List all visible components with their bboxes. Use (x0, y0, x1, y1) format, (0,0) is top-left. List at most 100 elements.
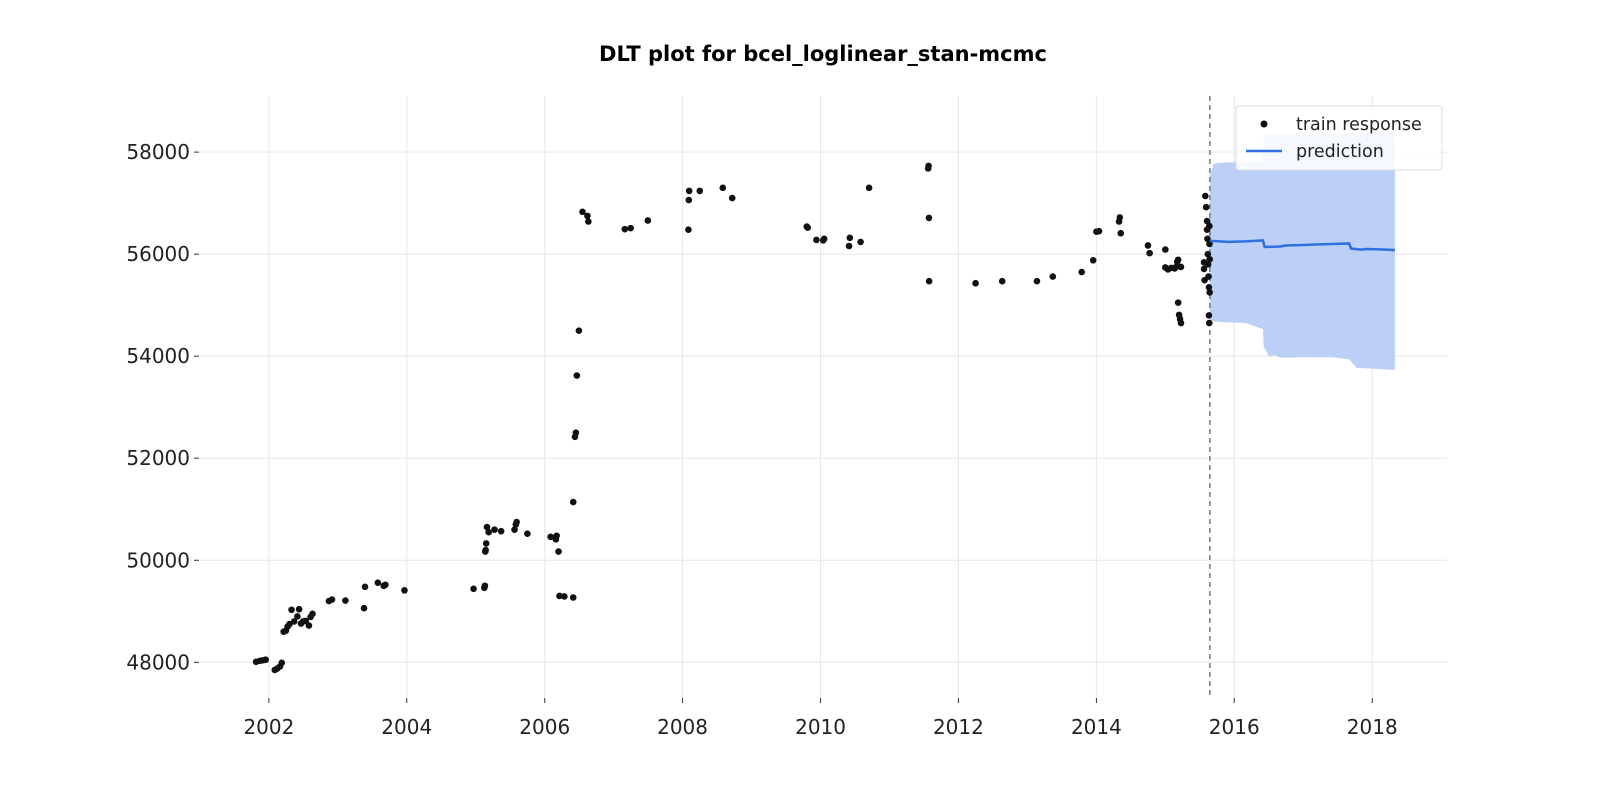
train-response-point (491, 526, 498, 533)
train-response-point (262, 656, 270, 664)
legend: train response prediction (1235, 105, 1443, 171)
train-response-point (1095, 227, 1103, 235)
train-response-point (1146, 249, 1153, 257)
train-response-point (295, 605, 303, 613)
train-response-point (1204, 235, 1211, 243)
train-response-point (1117, 229, 1125, 237)
train-response-point (278, 659, 286, 667)
train-response-point (1049, 273, 1057, 280)
x-tick-label: 2004 (381, 715, 432, 739)
train-response-point (1205, 284, 1213, 291)
train-response-point (1203, 217, 1211, 225)
train-response-point (361, 583, 369, 591)
x-tick-label: 2006 (519, 715, 570, 739)
train-response-point (572, 429, 580, 437)
train-response-point (1206, 319, 1213, 327)
train-response-point (553, 532, 560, 540)
train-response-point (865, 184, 873, 192)
train-response-point (644, 217, 652, 224)
train-response-point (621, 225, 629, 233)
train-response-point (360, 604, 368, 612)
prediction-interval-band (1209, 132, 1395, 370)
train-response-point (497, 527, 505, 535)
train-response-point (820, 235, 828, 243)
train-response-point (685, 196, 693, 204)
train-response-point (309, 610, 316, 618)
train-response-point (1078, 268, 1085, 276)
train-response-point (813, 236, 820, 244)
train-response-point (579, 208, 586, 216)
train-response-point (685, 187, 693, 195)
legend-train-label: train response (1296, 115, 1422, 135)
train-response-point (1116, 214, 1124, 221)
train-response-point (288, 606, 295, 614)
train-response-point (511, 526, 518, 533)
prediction-line (1209, 239, 1395, 252)
train-response-point (401, 587, 408, 594)
train-response-point (1206, 240, 1213, 248)
y-axis: 48000 50000 52000 54000 56000 58000 (126, 140, 199, 674)
train-response-point (569, 498, 577, 506)
x-tick-label: 2014 (1071, 715, 1122, 739)
train-response-point (804, 224, 812, 231)
chart-title: DLT plot for bcel_loglinear_stan-mcmc (599, 42, 1047, 66)
x-tick-label: 2010 (795, 715, 846, 739)
train-response-point (998, 277, 1006, 285)
train-response-point (569, 594, 577, 601)
train-response-point (1089, 256, 1097, 264)
train-response-point (1206, 255, 1213, 263)
train-response-point (1205, 273, 1212, 280)
train-response-point (573, 372, 581, 379)
train-response-point (1202, 203, 1210, 211)
train-response-point (1174, 299, 1182, 306)
train-response-point (719, 184, 727, 192)
train-response-point (857, 238, 864, 246)
x-axis: 2002 2004 2006 2008 2010 2012 2014 2016 2018 (243, 698, 1398, 739)
train-response-point (575, 327, 583, 334)
train-response-point (481, 582, 489, 590)
train-response-point (305, 622, 313, 629)
y-tick-label: 58000 (126, 140, 190, 164)
y-tick-label: 56000 (126, 242, 190, 266)
train-response-point (561, 593, 568, 600)
x-tick-label: 2016 (1209, 715, 1260, 739)
x-tick-label: 2008 (657, 715, 708, 739)
train-response-point (1206, 222, 1213, 230)
train-response-point (1205, 312, 1213, 319)
scatter-points (252, 162, 1213, 674)
y-tick-label: 50000 (126, 548, 190, 572)
train-response-point (482, 540, 490, 547)
legend-box (1235, 105, 1443, 171)
train-response-point (382, 581, 389, 589)
train-response-point (556, 592, 563, 600)
train-response-point (524, 530, 531, 538)
train-response-point (485, 528, 492, 536)
train-response-point (1177, 319, 1185, 327)
train-response-point (627, 224, 634, 232)
train-response-point (925, 214, 933, 222)
train-response-point (972, 279, 979, 287)
y-tick-label: 54000 (126, 344, 190, 368)
train-response-point (925, 162, 932, 170)
train-response-point (1144, 242, 1152, 249)
train-response-point (1033, 277, 1041, 285)
interval-band (1209, 132, 1395, 370)
train-response-point (846, 234, 854, 242)
x-tick-label: 2002 (243, 715, 294, 739)
x-tick-label: 2012 (933, 715, 984, 739)
prediction-line-group (1209, 239, 1395, 252)
y-tick-label: 48000 (126, 650, 190, 674)
train-response-point (482, 546, 489, 554)
train-response-point (925, 277, 933, 285)
train-response-point (1204, 250, 1212, 258)
train-response-point (342, 597, 349, 604)
train-response-point (585, 218, 592, 225)
train-response-point (328, 596, 336, 603)
train-response-point (374, 579, 382, 587)
train-response-point (845, 242, 853, 250)
train-response-point (1162, 246, 1169, 253)
train-response-point (696, 187, 704, 195)
train-response-point (584, 212, 591, 220)
train-response-point (483, 523, 491, 531)
